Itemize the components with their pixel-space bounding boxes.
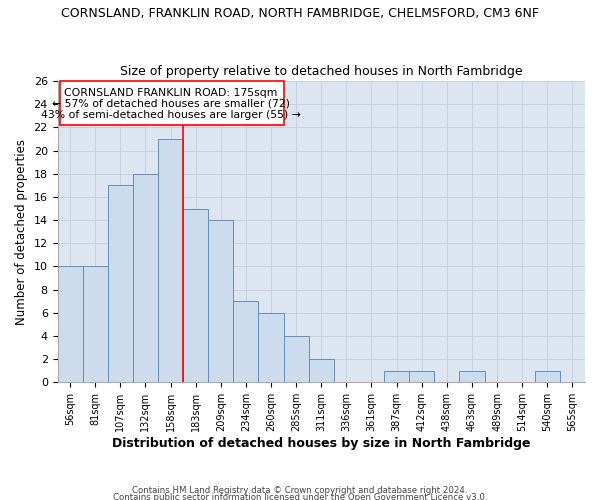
Bar: [108, 186, 133, 382]
Bar: [208, 220, 233, 382]
Bar: [83, 266, 108, 382]
Bar: [284, 336, 309, 382]
Text: 43% of semi-detached houses are larger (55) →: 43% of semi-detached houses are larger (…: [41, 110, 301, 120]
Bar: [158, 139, 183, 382]
Bar: [259, 313, 284, 382]
Bar: [384, 371, 409, 382]
Title: Size of property relative to detached houses in North Fambridge: Size of property relative to detached ho…: [120, 66, 523, 78]
Bar: [460, 371, 485, 382]
Bar: [535, 371, 560, 382]
Bar: [183, 208, 208, 382]
Bar: [233, 301, 259, 382]
Text: Contains HM Land Registry data © Crown copyright and database right 2024.: Contains HM Land Registry data © Crown c…: [132, 486, 468, 495]
Text: CORNSLAND, FRANKLIN ROAD, NORTH FAMBRIDGE, CHELMSFORD, CM3 6NF: CORNSLAND, FRANKLIN ROAD, NORTH FAMBRIDG…: [61, 8, 539, 20]
Y-axis label: Number of detached properties: Number of detached properties: [15, 138, 28, 324]
Text: Contains public sector information licensed under the Open Government Licence v3: Contains public sector information licen…: [113, 494, 487, 500]
Text: ← 57% of detached houses are smaller (72): ← 57% of detached houses are smaller (72…: [52, 98, 290, 108]
FancyBboxPatch shape: [60, 81, 284, 125]
Text: CORNSLAND FRANKLIN ROAD: 175sqm: CORNSLAND FRANKLIN ROAD: 175sqm: [64, 88, 277, 98]
Bar: [309, 359, 334, 382]
X-axis label: Distribution of detached houses by size in North Fambridge: Distribution of detached houses by size …: [112, 437, 530, 450]
Bar: [133, 174, 158, 382]
Bar: [58, 266, 83, 382]
Bar: [409, 371, 434, 382]
